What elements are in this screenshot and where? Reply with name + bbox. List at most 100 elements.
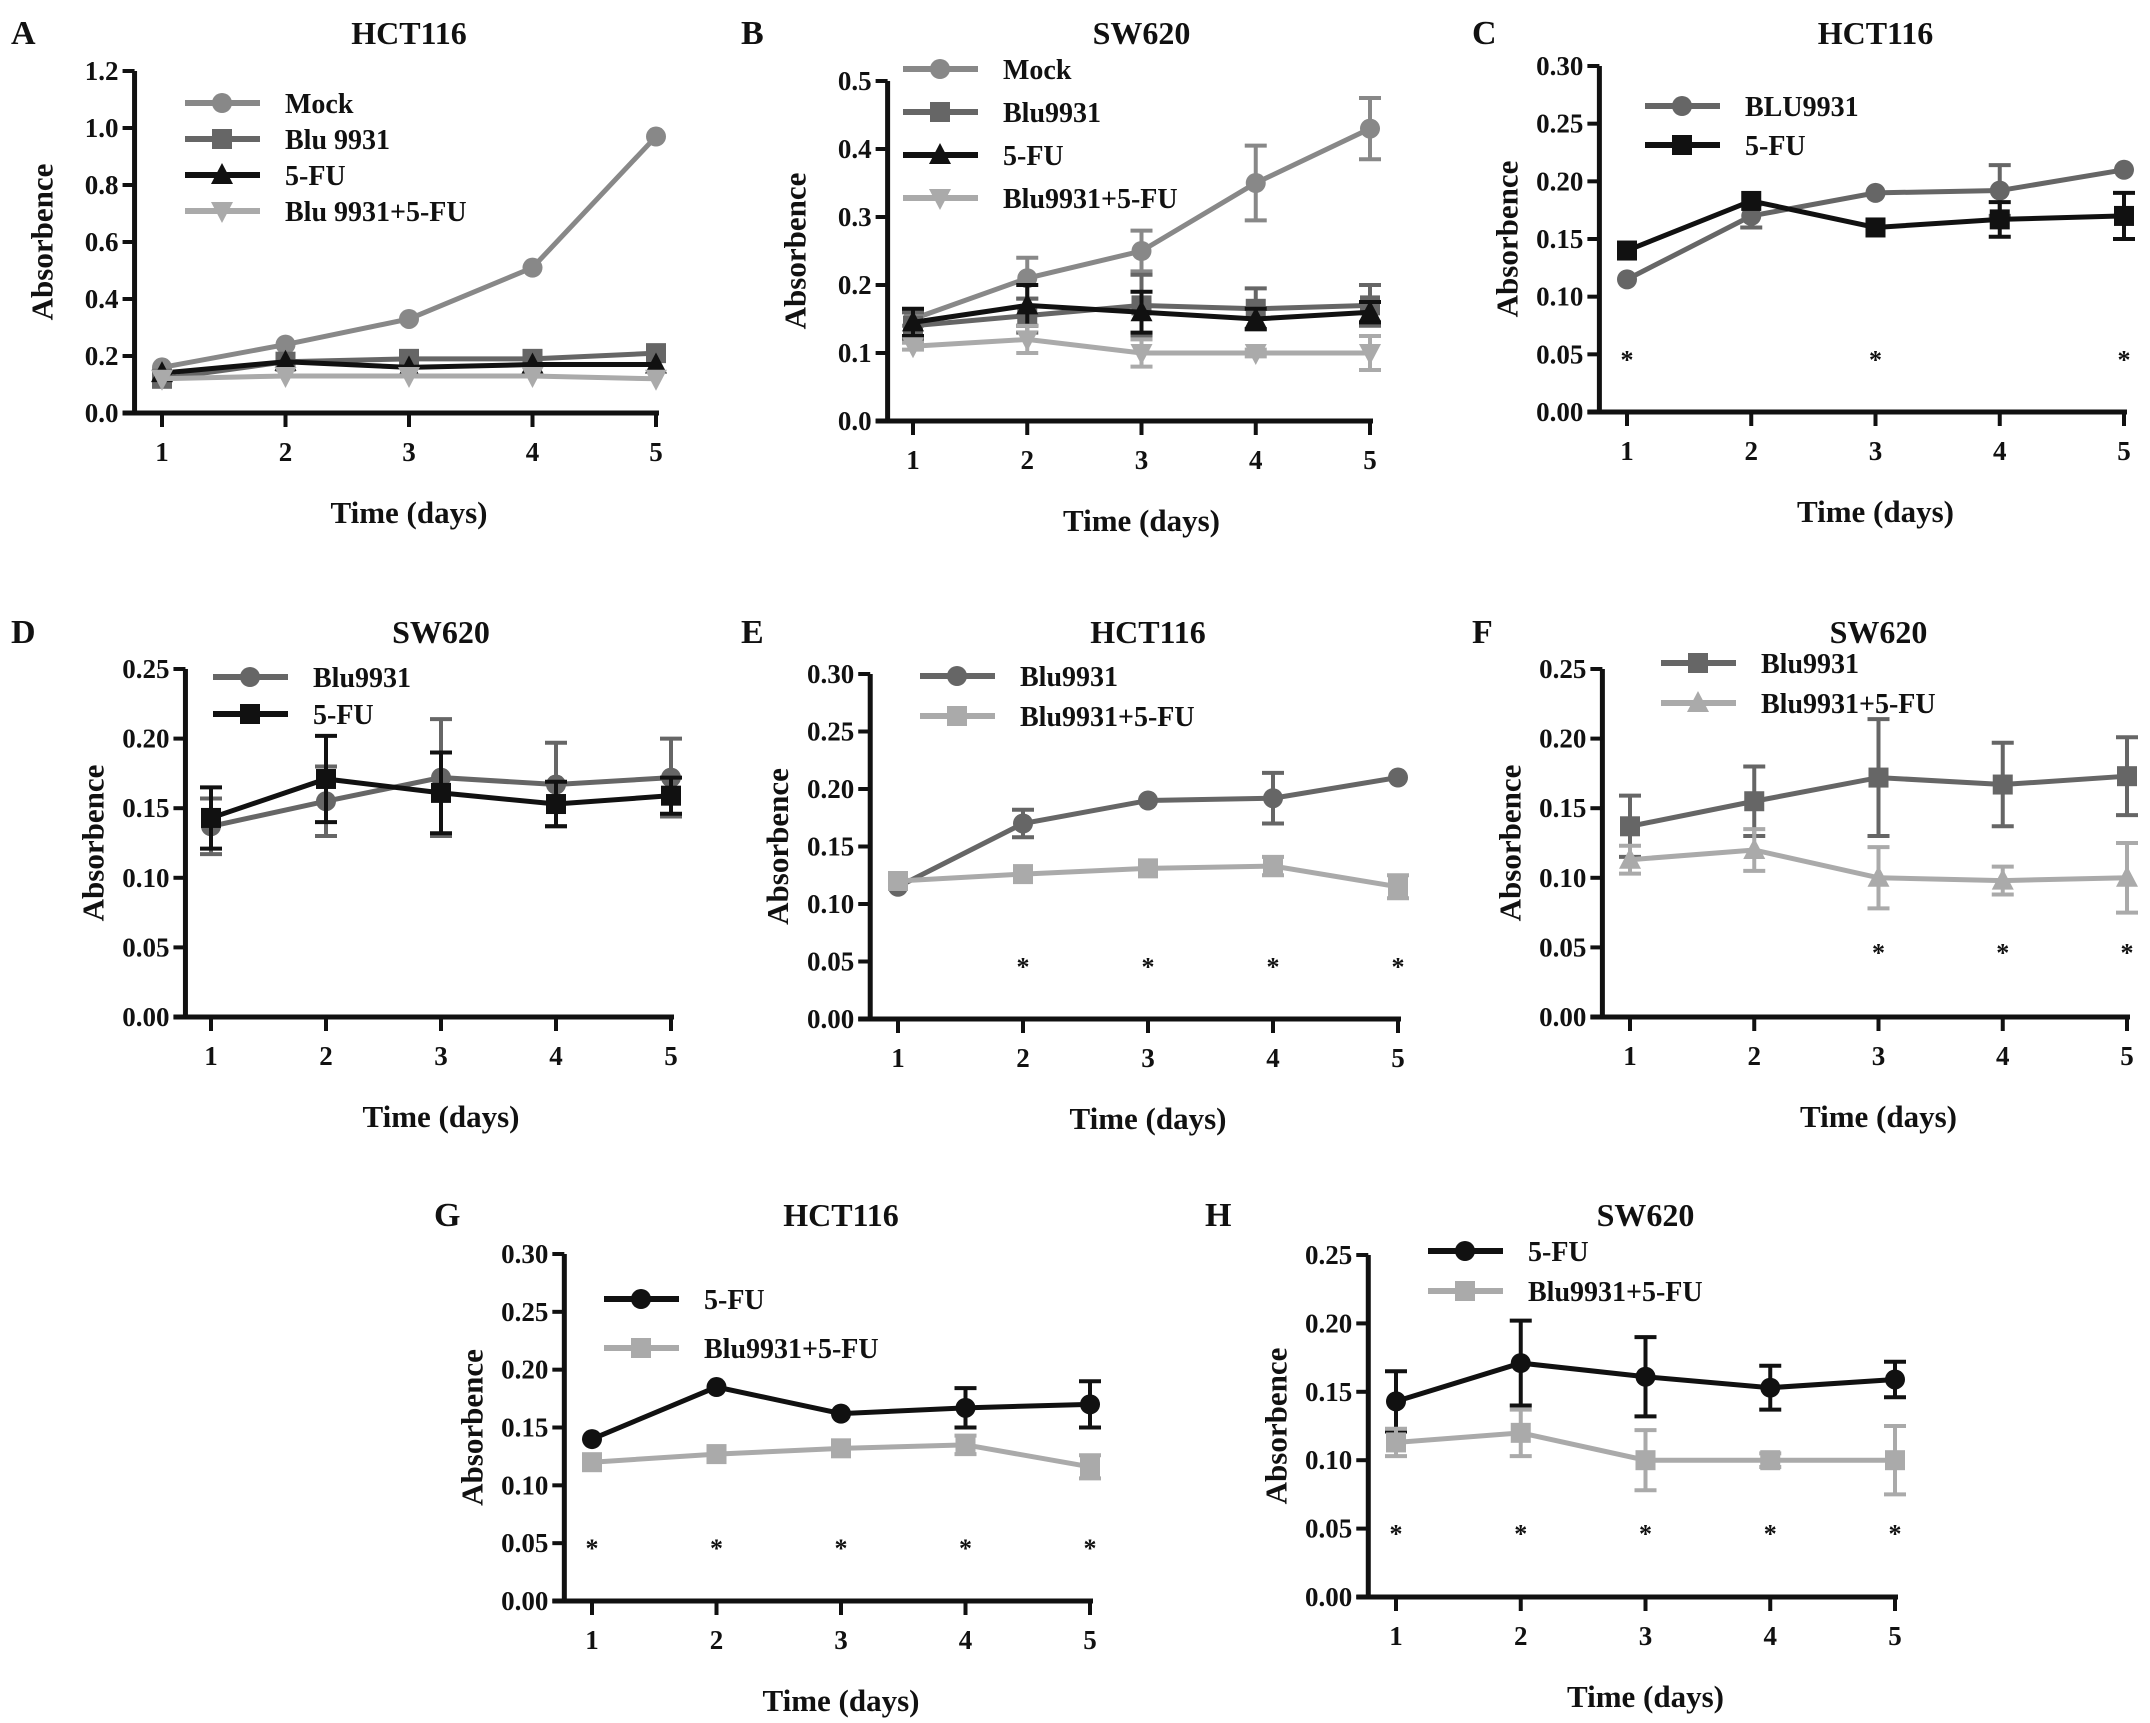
marker-circle [582,1429,602,1450]
marker-triangle [929,143,951,164]
legend-label: 5-FU [1528,1237,1589,1268]
x-tick-label: 5 [1391,1043,1405,1073]
marker-triangle [211,163,233,184]
significance-star: * [1084,1534,1097,1563]
x-tick-label: 4 [1996,1041,2010,1071]
panel-letter: G [434,1197,460,1234]
panel-letter: B [741,15,764,52]
significance-star: * [1764,1520,1777,1549]
x-tick-label: 5 [1363,445,1377,475]
legend-label: Blu 9931 [285,125,390,156]
marker-triangle-down [398,366,420,388]
x-tick-label: 2 [710,1625,724,1655]
marker-circle [930,59,950,79]
x-axis-label: Time (days) [1797,494,1954,529]
panel-letter: D [11,614,36,651]
x-tick-label: 2 [1016,1043,1030,1073]
panel-title: SW620 [1830,614,1928,650]
x-tick-label: 4 [959,1625,973,1655]
marker-circle [1263,788,1283,809]
marker-circle [1013,813,1033,834]
y-tick-label: 0.0 [838,406,872,436]
legend-label: 5-FU [313,700,374,731]
y-tick-label: 0.05 [122,932,169,962]
marker-square [888,871,908,891]
marker-square [1868,767,1889,788]
x-tick-label: 3 [834,1625,848,1655]
y-tick-label: 0.20 [501,1355,548,1385]
legend-label: Blu9931 [1020,662,1118,693]
marker-circle [522,257,543,278]
legend-entry: Blu9931+5-FU [1428,1277,1703,1308]
y-axis-label: Absorbence [1489,161,1524,318]
marker-square [1620,816,1640,837]
y-axis-label: Absorbence [1258,1348,1293,1505]
legend-entry: Blu9931 [903,98,1101,129]
legend-entry: 5-FU [604,1285,765,1316]
legend-entry: Blu9931+5-FU [920,702,1195,733]
marker-square [706,1444,727,1465]
x-tick-label: 4 [526,437,540,467]
x-tick-label: 4 [1266,1043,1280,1073]
marker-square [831,1438,851,1459]
y-tick-label: 0.20 [1536,166,1583,196]
x-tick-label: 5 [2117,436,2131,466]
y-tick-label: 0.00 [807,1004,854,1034]
marker-square [1741,190,1762,211]
legend-label: Blu9931+5-FU [1003,184,1178,215]
y-tick-label: 0.20 [122,724,169,754]
x-axis-label: Time (days) [1567,1679,1724,1714]
y-tick-label: 0.25 [1536,109,1583,139]
legend-label: Mock [1003,55,1072,86]
y-tick-label: 0.10 [1305,1445,1352,1475]
y-tick-label: 0.25 [1539,654,1586,684]
y-tick-label: 0.1 [838,338,872,368]
y-axis-label: Absorbence [25,164,60,321]
x-tick-label: 3 [1872,1041,1886,1071]
marker-square [201,807,221,828]
panel-letter: E [741,614,764,651]
x-tick-label: 2 [1745,436,1759,466]
series-blu9931 [1619,717,2138,859]
marker-circle [1080,1394,1100,1415]
series-5-fu [1617,190,2135,261]
marker-square [1080,1456,1100,1477]
legend-label: 5-FU [1745,131,1806,162]
marker-triangle-down [1359,344,1381,365]
significance-star: * [1639,1520,1652,1549]
y-tick-label: 0.6 [85,227,119,257]
marker-triangle [1130,300,1153,322]
panel-b: B SW620 0.0 0.1 0.2 0.3 0.4 0.5 1 2 3 4 5 Time (days)… [741,15,1381,538]
x-tick-label: 3 [1135,445,1149,475]
y-tick-label: 0.00 [1305,1582,1352,1612]
marker-triangle-down [274,366,297,388]
x-axis-label: Time (days) [1800,1099,1957,1134]
series-line [161,134,658,370]
x-axis-label: Time (days) [330,495,487,530]
marker-triangle [1867,865,1890,887]
significance-star: * [835,1534,848,1563]
marker-square [2117,766,2137,787]
x-axis-label: Time (days) [1063,503,1220,538]
marker-triangle-down [902,337,924,359]
y-tick-label: 0.20 [807,774,854,804]
y-tick-label: 0.20 [1305,1308,1352,1338]
legend-entry: 5-FU [1645,131,1806,162]
x-tick-label: 1 [204,1041,218,1071]
x-tick-label: 5 [2120,1041,2134,1071]
legend-entry: Blu9931 [920,662,1118,693]
marker-circle [706,1377,727,1398]
series-blu9931-5-fu [1619,827,2138,915]
x-axis-label: Time (days) [362,1099,519,1134]
marker-circle [1989,180,2010,201]
marker-square [1865,217,1886,238]
panel-h: H SW620 0.00 0.05 0.10 0.15 0.20 0.25 1 2 3 4 5 Time … [1205,1197,1906,1714]
legend-entry: Mock [903,55,1072,86]
marker-square [546,794,566,815]
marker-square [212,129,232,149]
legend-entry: Blu9931 [1661,649,1859,680]
y-tick-label: 0.3 [838,202,872,232]
marker-circle [275,334,296,355]
y-axis-label: Absorbence [760,768,795,925]
panel-a: A HCT116 0.0 0.2 0.4 0.6 0.8 1.0 1.2 1 2 3 4 5 Time (d… [11,15,667,530]
